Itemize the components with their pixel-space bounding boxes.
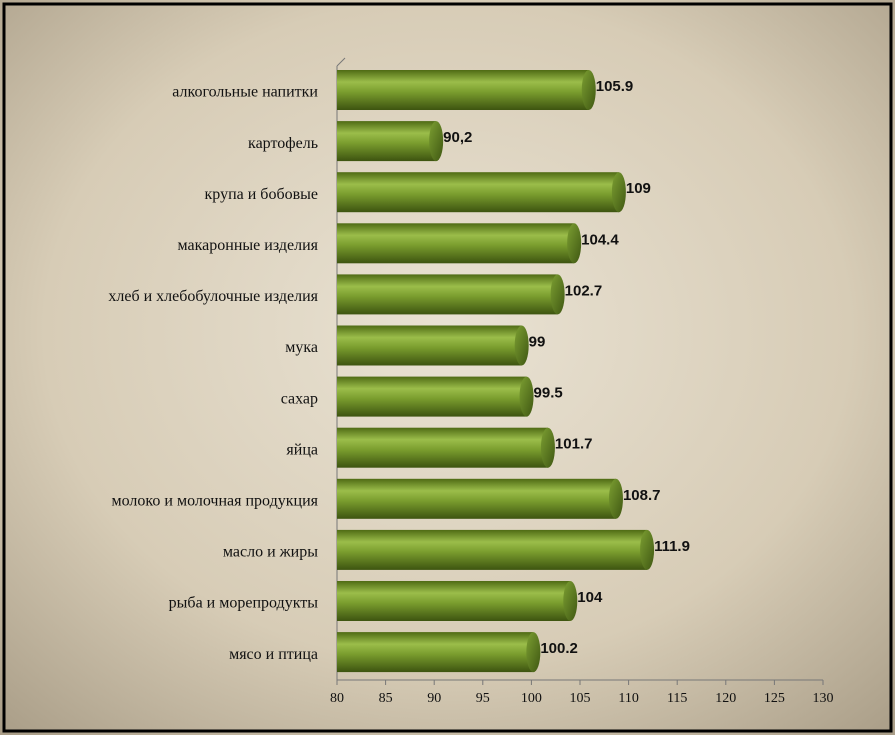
bar: [337, 70, 589, 110]
x-tick-label: 85: [379, 691, 393, 706]
bar-cap: [640, 529, 655, 570]
value-label: 104: [577, 589, 603, 606]
bar: [337, 223, 575, 264]
bar: [337, 274, 558, 315]
value-label: 90,2: [443, 129, 472, 146]
category-label: крупа и бобовые: [205, 186, 318, 203]
bar: [337, 427, 548, 468]
value-label: 111.9: [654, 538, 690, 555]
value-label: 109: [626, 180, 651, 197]
value-label: 99: [529, 333, 546, 350]
category-label: яйца: [286, 441, 318, 458]
category-label: мука: [285, 339, 318, 356]
category-label: молоко и молочная продукция: [112, 492, 319, 509]
bar-cap: [514, 325, 529, 366]
value-label: 108.7: [623, 487, 661, 504]
value-label: 104.4: [581, 231, 619, 248]
bar: [337, 376, 527, 417]
x-tick-label: 90: [427, 691, 441, 706]
bar-cap: [567, 223, 582, 264]
x-tick-label: 100: [521, 691, 542, 706]
x-tick-label: 130: [813, 691, 834, 706]
bar-cap: [519, 376, 534, 417]
bar: [337, 325, 522, 366]
x-tick-label: 105: [570, 691, 591, 706]
bar-cap: [608, 478, 623, 519]
bar: [337, 478, 616, 519]
value-label: 102.7: [565, 282, 603, 299]
x-tick-label: 120: [715, 691, 736, 706]
category-label: рыба и морепродукты: [169, 595, 319, 612]
bar-cap: [611, 172, 626, 213]
category-label: макаронные изделия: [178, 237, 319, 254]
bar-cap: [563, 581, 578, 621]
category-label: масло и жиры: [223, 544, 318, 561]
category-label: картофель: [248, 135, 318, 152]
x-tick-label: 95: [476, 691, 490, 706]
bar-cap: [581, 70, 596, 110]
bar-cap: [540, 427, 555, 468]
bar: [337, 529, 648, 570]
x-tick-label: 110: [618, 691, 638, 706]
value-label: 105.9: [596, 78, 634, 95]
x-tick-label: 115: [667, 691, 687, 706]
bar: [337, 581, 571, 621]
value-label: 101.7: [555, 436, 593, 453]
value-label: 100.2: [540, 640, 578, 657]
bar: [337, 172, 619, 213]
bar: [337, 121, 437, 162]
bar-cap: [429, 121, 444, 162]
bar-cap: [550, 274, 565, 315]
category-label: хлеб и хлебобулочные изделия: [108, 288, 318, 305]
bar: [337, 632, 534, 673]
category-label: мясо и птица: [229, 646, 318, 663]
category-label: алкогольные напитки: [172, 84, 318, 101]
value-label: 99.5: [534, 385, 563, 402]
x-tick-label: 80: [330, 691, 344, 706]
x-tick-label: 125: [764, 691, 785, 706]
axis-depth: [336, 57, 346, 67]
bar-cap: [526, 632, 541, 673]
category-label: сахар: [281, 390, 318, 407]
